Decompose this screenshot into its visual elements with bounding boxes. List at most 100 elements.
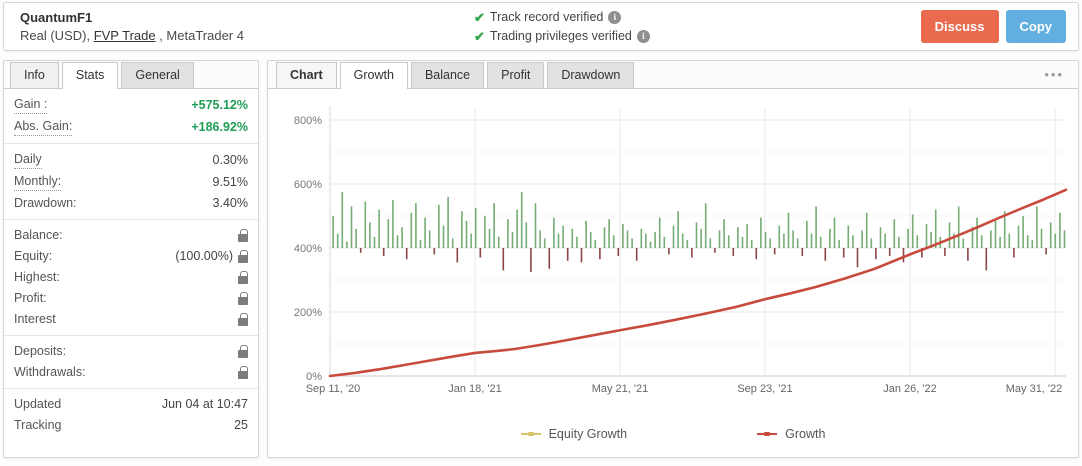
daily-change-bar bbox=[934, 209, 937, 248]
verification-badges: ✔ Track record verified i ✔ Trading privileg… bbox=[474, 8, 650, 46]
growth-line bbox=[328, 188, 1068, 378]
stat-value bbox=[238, 365, 248, 379]
daily-change-bar bbox=[686, 240, 689, 248]
daily-change-bar bbox=[451, 238, 454, 248]
daily-change-bar bbox=[787, 212, 790, 248]
tab-balance[interactable]: Balance bbox=[410, 62, 485, 88]
divider bbox=[4, 335, 258, 336]
discuss-button[interactable]: Discuss bbox=[920, 10, 999, 43]
account-title: QuantumF1 bbox=[20, 10, 93, 25]
daily-change-bar bbox=[359, 248, 362, 253]
daily-change-bar bbox=[1017, 225, 1020, 248]
lock-icon bbox=[238, 270, 248, 284]
daily-change-bar bbox=[819, 236, 822, 248]
daily-change-bar bbox=[783, 233, 785, 248]
legend-marker bbox=[757, 432, 778, 436]
stat-value bbox=[238, 312, 248, 326]
broker-link[interactable]: FVP Trade bbox=[93, 28, 156, 43]
copy-button[interactable]: Copy bbox=[1005, 10, 1066, 43]
tab-chart[interactable]: Chart bbox=[276, 62, 337, 88]
check-icon: ✔ bbox=[474, 28, 485, 44]
daily-change-bar bbox=[1059, 212, 1061, 248]
daily-change-bar bbox=[957, 206, 960, 248]
daily-change-bar bbox=[1063, 230, 1066, 248]
daily-change-bar bbox=[580, 248, 583, 263]
daily-change-bar bbox=[1054, 233, 1057, 248]
x-axis-label: May 21, '21 bbox=[592, 383, 649, 395]
daily-change-bar bbox=[571, 228, 574, 248]
tab-stats[interactable]: Stats bbox=[61, 62, 119, 89]
daily-change-bar bbox=[599, 248, 601, 260]
account-header: QuantumF1 Real (USD), FVP Trade , MetaTr… bbox=[3, 2, 1079, 51]
info-icon[interactable]: i bbox=[608, 10, 622, 24]
daily-change-bar bbox=[493, 203, 495, 248]
divider bbox=[4, 143, 258, 144]
daily-change-bar bbox=[815, 206, 817, 248]
daily-change-bar bbox=[557, 233, 560, 248]
stat-row: Profit: bbox=[4, 288, 258, 309]
stat-value bbox=[238, 344, 248, 358]
y-axis-label: 200% bbox=[294, 307, 322, 319]
daily-change-bar bbox=[465, 220, 468, 248]
daily-change-bar bbox=[925, 224, 928, 248]
tab-drawdown[interactable]: Drawdown bbox=[547, 62, 635, 88]
account-type: Real (USD), bbox=[20, 28, 94, 43]
daily-change-bar bbox=[387, 219, 390, 248]
legend-item[interactable]: Growth bbox=[757, 427, 825, 441]
daily-change-bar bbox=[603, 227, 606, 248]
daily-change-bar bbox=[373, 236, 376, 248]
stat-label[interactable]: Monthly: bbox=[14, 173, 62, 191]
info-icon[interactable]: i bbox=[636, 29, 650, 43]
daily-change-bar bbox=[415, 203, 417, 248]
daily-change-bar bbox=[962, 238, 965, 248]
stat-label[interactable]: Gain : bbox=[14, 96, 48, 114]
daily-change-bar bbox=[691, 248, 693, 258]
daily-change-bar bbox=[1049, 222, 1052, 248]
daily-change-bar bbox=[442, 225, 445, 248]
stat-label: Highest: bbox=[14, 270, 60, 284]
daily-change-bar bbox=[497, 236, 500, 248]
more-menu-icon[interactable]: ••• bbox=[1044, 66, 1064, 82]
daily-change-bar bbox=[672, 225, 675, 248]
stats-sidebar: Info Stats General Gain : +575.12% Abs. Gain… bbox=[3, 60, 259, 458]
daily-change-bar bbox=[654, 232, 656, 248]
daily-change-bar bbox=[369, 222, 371, 248]
daily-change-bar bbox=[760, 217, 762, 248]
daily-change-bar bbox=[704, 203, 707, 248]
daily-change-bar bbox=[773, 248, 776, 255]
stat-value: +575.12% bbox=[191, 97, 248, 112]
daily-change-bar bbox=[681, 233, 684, 248]
stat-label[interactable]: Abs. Gain: bbox=[14, 118, 73, 136]
lock-icon bbox=[238, 249, 248, 263]
tab-growth[interactable]: Growth bbox=[339, 62, 408, 89]
daily-change-bar bbox=[612, 235, 615, 248]
stat-label[interactable]: Daily bbox=[14, 151, 42, 169]
daily-change-bar bbox=[723, 219, 725, 248]
stat-label: Deposits: bbox=[14, 344, 67, 358]
daily-change-bar bbox=[364, 201, 367, 248]
legend-marker bbox=[520, 432, 541, 436]
stat-label: Updated bbox=[14, 397, 62, 411]
daily-change-bar bbox=[479, 248, 482, 258]
stat-value bbox=[238, 270, 248, 284]
stat-row: Balance: bbox=[4, 225, 258, 246]
daily-change-bar bbox=[911, 214, 914, 248]
daily-change-bar bbox=[649, 241, 652, 248]
daily-change-bar bbox=[976, 217, 978, 248]
tab-profit[interactable]: Profit bbox=[487, 62, 545, 88]
daily-change-bar bbox=[428, 230, 431, 248]
daily-change-bar bbox=[1003, 211, 1006, 248]
x-axis-label: May 31, '22 bbox=[1006, 383, 1063, 395]
daily-change-bar bbox=[396, 235, 399, 248]
daily-change-bar bbox=[525, 222, 528, 248]
tab-info[interactable]: Info bbox=[10, 62, 59, 88]
chart-legend: Equity Growth Growth bbox=[268, 427, 1078, 441]
daily-change-bar bbox=[980, 235, 983, 248]
tab-general[interactable]: General bbox=[121, 62, 194, 88]
stat-row: Monthly: 9.51% bbox=[4, 171, 258, 193]
legend-item[interactable]: Equity Growth bbox=[520, 427, 627, 441]
daily-change-bar bbox=[382, 248, 385, 256]
stat-label: Equity: bbox=[14, 249, 53, 263]
daily-change-bar bbox=[755, 248, 758, 260]
stat-row: Withdrawals: bbox=[4, 362, 258, 383]
